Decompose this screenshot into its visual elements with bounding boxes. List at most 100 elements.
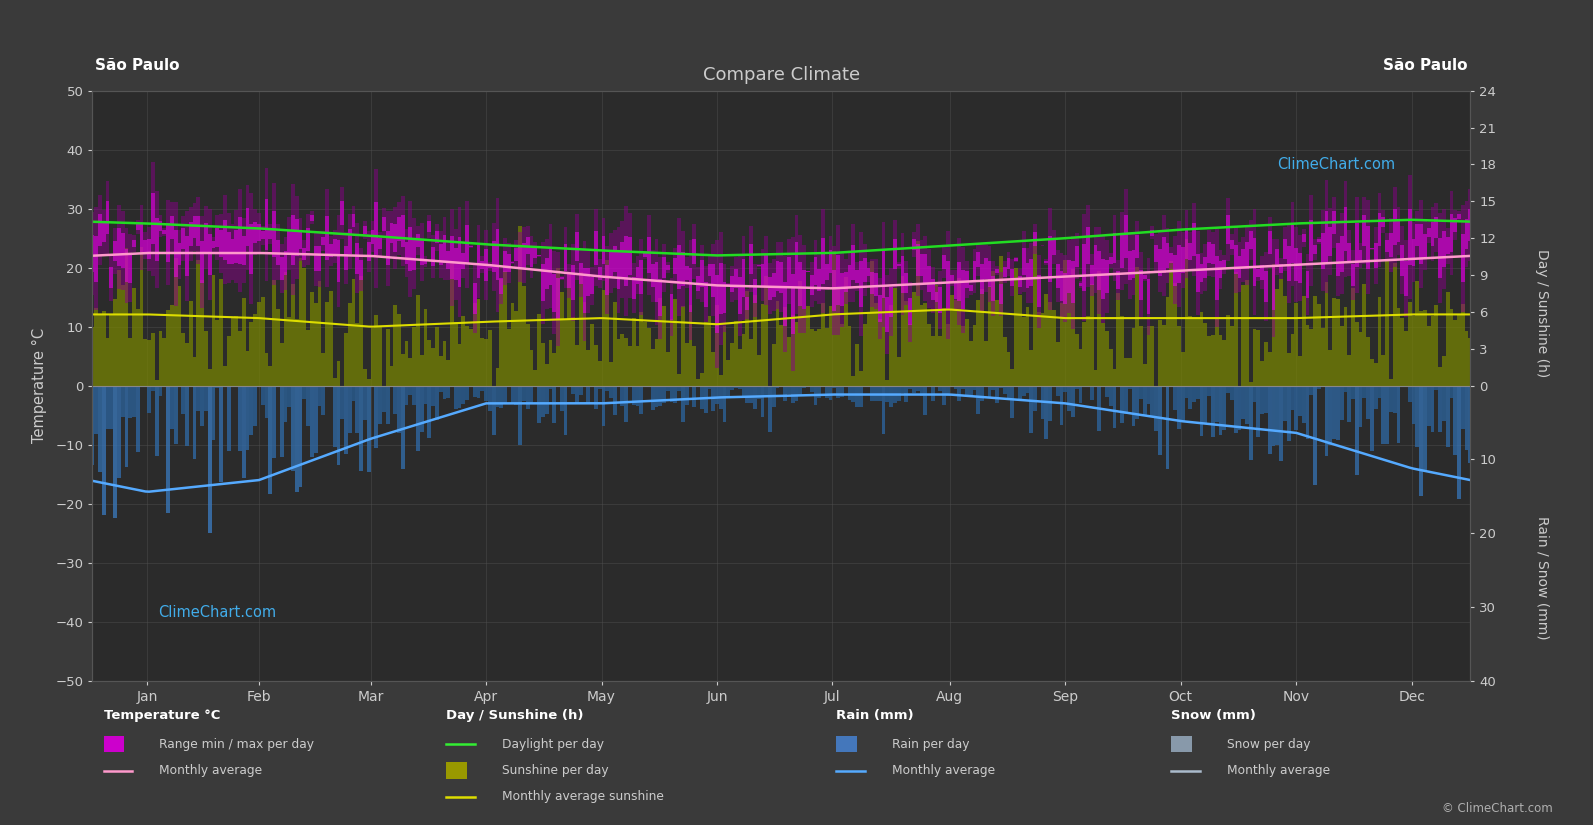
Bar	[1131, 250, 1136, 278]
Text: Monthly average: Monthly average	[159, 764, 263, 777]
Bar	[855, 270, 859, 283]
Bar	[1029, 386, 1034, 433]
Bar	[1268, 386, 1271, 454]
Bar	[753, 279, 757, 303]
Bar	[1317, 237, 1321, 243]
Bar	[492, 242, 495, 272]
Bar	[1048, 386, 1051, 422]
Bar	[1450, 386, 1453, 398]
Bar	[503, 386, 507, 403]
Bar	[820, 238, 825, 285]
Bar	[91, 235, 94, 272]
Bar	[1362, 215, 1367, 246]
Bar	[1021, 248, 1026, 276]
Bar	[245, 208, 250, 246]
Bar	[1290, 225, 1294, 263]
Bar	[715, 275, 718, 332]
Bar	[840, 386, 844, 397]
Bar	[999, 386, 1004, 389]
Bar	[658, 386, 663, 406]
Bar	[825, 264, 828, 280]
Bar	[844, 271, 847, 292]
Bar	[652, 349, 655, 386]
Bar	[1215, 319, 1219, 386]
Bar	[110, 386, 113, 429]
Bar	[605, 260, 609, 386]
Bar	[1246, 280, 1249, 386]
Bar	[1252, 238, 1257, 286]
Bar	[132, 386, 135, 417]
Text: São Paulo: São Paulo	[1383, 58, 1467, 73]
Bar	[790, 386, 795, 403]
Bar	[1070, 262, 1075, 303]
Bar	[511, 262, 515, 264]
Bar	[336, 386, 341, 465]
Bar	[1200, 386, 1203, 436]
Bar	[435, 224, 438, 251]
Bar	[669, 318, 674, 386]
Bar	[847, 386, 851, 400]
Bar	[765, 386, 768, 396]
Title: Compare Climate: Compare Climate	[703, 66, 860, 83]
Bar	[991, 262, 996, 317]
Bar	[809, 329, 814, 386]
Bar	[177, 229, 182, 279]
Bar	[234, 210, 237, 284]
Bar	[927, 249, 930, 309]
Bar	[897, 262, 900, 268]
Bar	[682, 386, 685, 422]
Bar	[1029, 243, 1034, 303]
Bar	[957, 386, 961, 401]
Bar	[1004, 386, 1007, 394]
Bar	[457, 344, 462, 386]
Bar	[1056, 264, 1059, 288]
Bar	[110, 266, 113, 288]
Bar	[518, 246, 523, 268]
Bar	[94, 308, 99, 386]
Bar	[1106, 240, 1109, 313]
Bar	[116, 228, 121, 266]
Bar	[790, 274, 795, 334]
Bar	[938, 386, 941, 391]
Bar	[196, 386, 201, 411]
Bar	[1177, 386, 1180, 429]
Bar	[624, 337, 628, 386]
Bar	[647, 215, 652, 295]
Bar	[806, 306, 809, 386]
Bar	[632, 276, 636, 299]
Bar	[1370, 386, 1373, 451]
Bar	[397, 314, 401, 386]
Bar	[215, 386, 220, 389]
Bar	[264, 167, 269, 281]
Bar	[746, 386, 749, 403]
Bar	[652, 386, 655, 410]
Bar	[957, 278, 961, 386]
Bar	[984, 245, 988, 292]
Bar	[833, 251, 836, 386]
Bar	[170, 201, 174, 253]
Bar	[1196, 231, 1200, 314]
Bar	[1442, 356, 1446, 386]
Bar	[1098, 228, 1101, 314]
Bar	[484, 249, 487, 281]
Bar	[1082, 322, 1086, 386]
Bar	[628, 237, 632, 275]
Bar	[322, 353, 325, 386]
Bar	[1373, 227, 1378, 284]
Bar	[666, 262, 669, 273]
Bar	[487, 330, 492, 386]
Bar	[875, 259, 878, 309]
Bar	[405, 386, 408, 405]
Bar	[961, 386, 965, 389]
Bar	[155, 218, 159, 262]
Bar	[344, 246, 347, 270]
Bar	[317, 386, 322, 406]
Bar	[1317, 304, 1321, 386]
Bar	[867, 267, 870, 276]
Bar	[930, 386, 935, 401]
Bar	[413, 327, 416, 386]
Bar	[712, 244, 715, 316]
Bar	[193, 386, 196, 459]
Bar	[1112, 233, 1117, 262]
Bar	[401, 215, 405, 248]
